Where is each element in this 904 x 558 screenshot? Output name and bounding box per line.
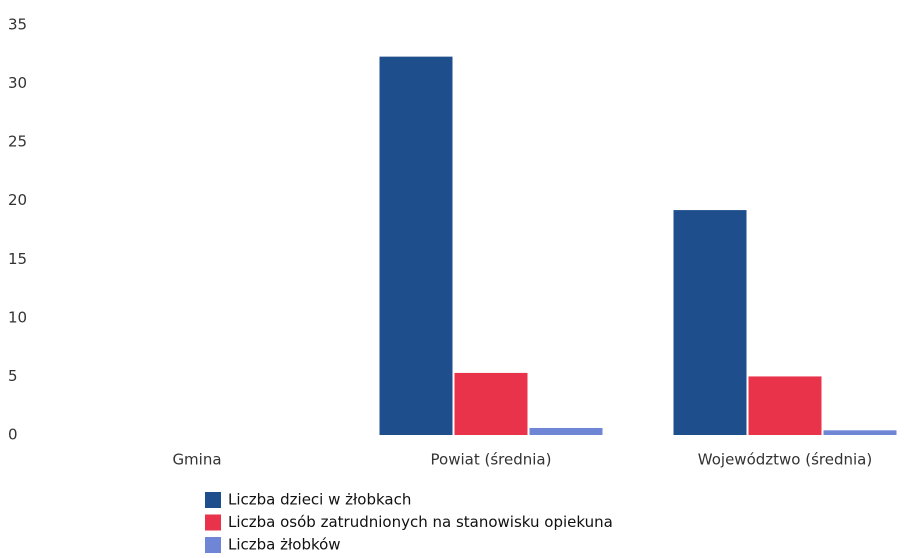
x-tick-label: Gmina	[172, 451, 221, 469]
x-tick-label: Województwo (średnia)	[698, 451, 872, 469]
y-tick-label: 25	[8, 133, 27, 151]
bar	[379, 56, 453, 435]
y-tick-label: 5	[8, 367, 18, 385]
y-tick-label: 15	[8, 250, 27, 268]
legend-label: Liczba żłobków	[228, 536, 341, 554]
legend-swatch	[205, 537, 221, 553]
bar	[823, 430, 897, 435]
bar	[529, 427, 603, 435]
y-tick-label: 30	[8, 74, 27, 92]
bar	[748, 376, 822, 435]
x-tick-label: Powiat (średnia)	[431, 451, 552, 469]
legend-label: Liczba dzieci w żłobkach	[228, 491, 411, 509]
legend-swatch	[205, 514, 221, 531]
y-tick-label: 0	[8, 426, 18, 444]
bar	[454, 372, 528, 435]
bar	[673, 210, 747, 435]
y-tick-label: 20	[8, 191, 27, 209]
y-tick-label: 10	[8, 308, 27, 326]
legend-swatch	[205, 492, 221, 508]
y-tick-label: 35	[8, 16, 27, 34]
legend-label: Liczba osób zatrudnionych na stanowisku …	[228, 513, 613, 531]
